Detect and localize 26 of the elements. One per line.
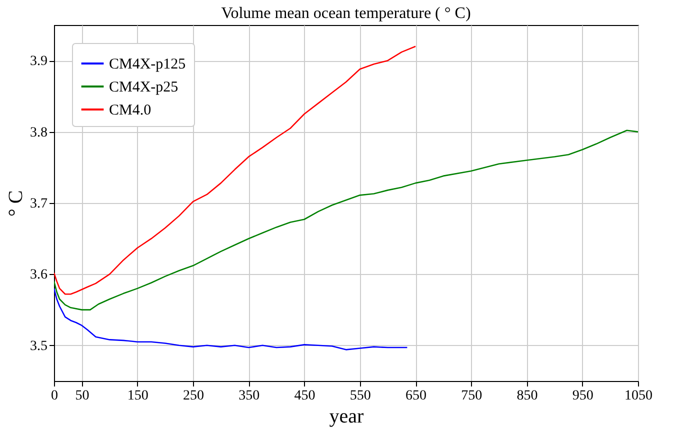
y-tick-label: 3.6 bbox=[30, 268, 48, 283]
x-tick-label: 750 bbox=[461, 388, 482, 404]
x-tick-label: 650 bbox=[406, 388, 427, 404]
x-tick-label: 250 bbox=[183, 388, 204, 404]
x-tick-label: 50 bbox=[75, 388, 90, 404]
y-axis-title: ° C bbox=[5, 190, 27, 217]
x-axis-title: year bbox=[329, 406, 364, 428]
y-tick-label: 3.7 bbox=[30, 196, 48, 212]
legend-label: CM4X-p25 bbox=[109, 80, 178, 96]
chart-title: Volume mean ocean temperature ( ° C) bbox=[221, 5, 471, 22]
y-tick-label: 3.8 bbox=[30, 125, 48, 140]
x-tick-label: 1050 bbox=[624, 388, 652, 404]
x-tick-label: 850 bbox=[516, 388, 538, 404]
y-tick-label: 3.9 bbox=[30, 54, 48, 70]
y-tick-label: 3.5 bbox=[30, 338, 48, 354]
line-series bbox=[54, 46, 416, 295]
x-tick-label: 0 bbox=[51, 388, 58, 404]
x-tick-label: 950 bbox=[572, 388, 594, 404]
x-tick-label: 450 bbox=[294, 388, 316, 404]
line-series bbox=[54, 130, 638, 310]
line-series bbox=[54, 288, 408, 350]
x-tick-label: 150 bbox=[127, 388, 148, 404]
x-tick-label: 350 bbox=[238, 388, 260, 404]
legend-label: CM4X-p125 bbox=[109, 56, 186, 72]
x-tick-label: 550 bbox=[350, 388, 371, 404]
legend-label: CM4.0 bbox=[109, 102, 152, 118]
